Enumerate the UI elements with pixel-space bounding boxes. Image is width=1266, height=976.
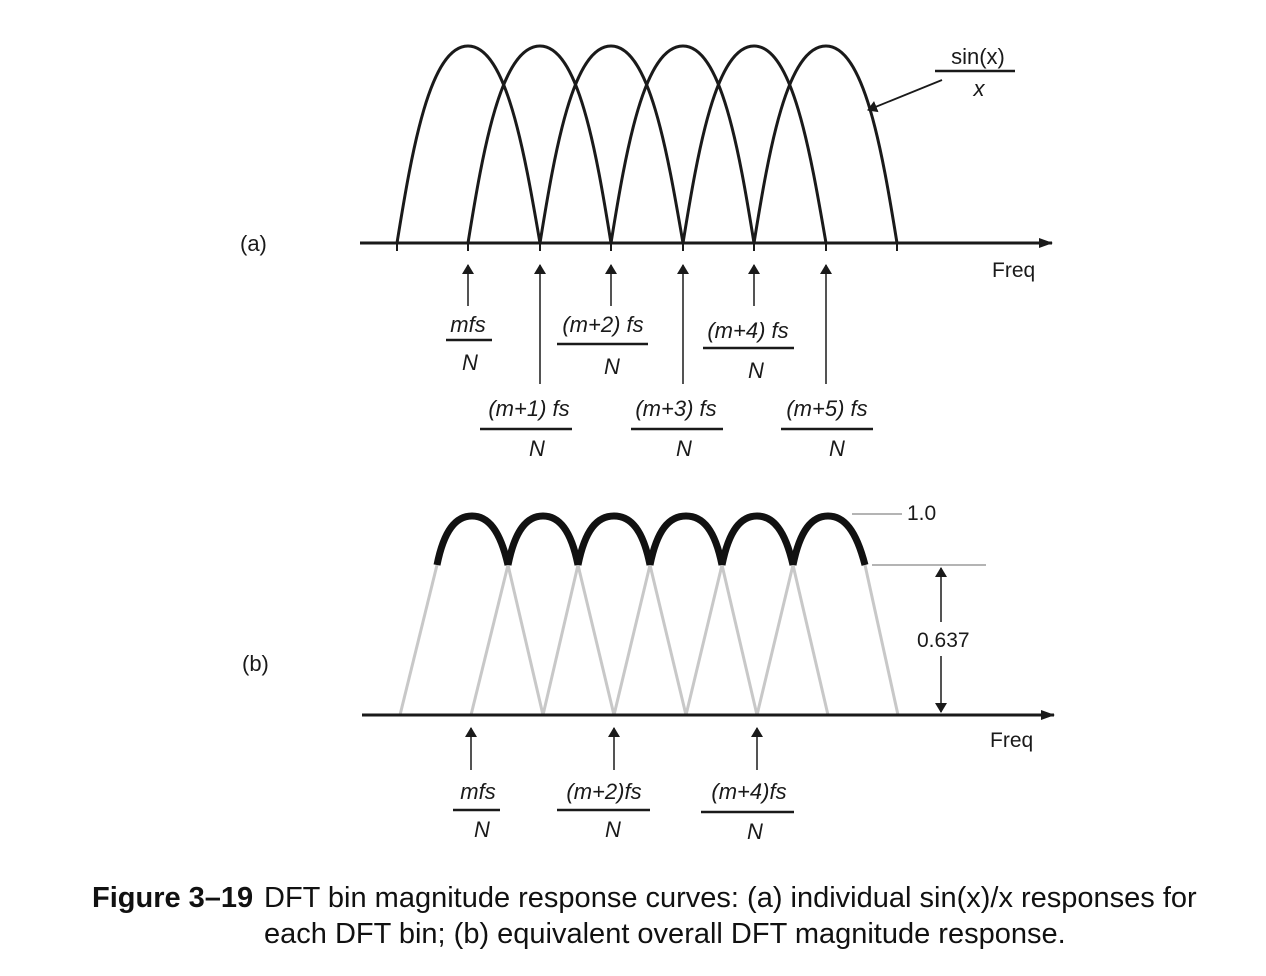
bin-label-num: mfs xyxy=(460,779,495,804)
bin-label-num: (m+2)fs xyxy=(566,779,641,804)
sinc-lobe-2 xyxy=(466,44,613,244)
bin-label-num: (m+4) fs xyxy=(707,318,788,343)
bin-label-den: N xyxy=(748,358,764,383)
panel-a-bin-label-4: (m+4) fs N xyxy=(703,318,794,383)
sinc-lobe-5 xyxy=(681,44,828,244)
bin-label-den: N xyxy=(462,350,478,375)
sinc-label-denominator: x xyxy=(973,76,986,101)
panel-b-label: (b) xyxy=(242,651,269,676)
bin-label-den: N xyxy=(605,817,621,842)
panel-a-ticks xyxy=(396,243,898,251)
panel-a-bin-arrows xyxy=(462,264,832,384)
sinc-lobe-6 xyxy=(752,44,899,244)
panel-b-overall-response xyxy=(433,512,869,566)
bin-label-den: N xyxy=(829,436,845,461)
bin-label-den: N xyxy=(474,817,490,842)
caption-label: Figure 3–19 xyxy=(92,882,254,914)
panel-b-bin-label-0: mfs N xyxy=(453,779,500,842)
panel-b-faint-lobes xyxy=(398,564,900,716)
panel-a-axis-label: Freq xyxy=(992,259,1035,282)
bin-label-den: N xyxy=(676,436,692,461)
bin-label-den: N xyxy=(747,819,763,844)
peak-label: 1.0 xyxy=(907,502,936,525)
sinc-lobe-3 xyxy=(538,44,685,244)
sinc-curve-label: sin(x) x xyxy=(867,44,1015,113)
sinc-pointer-arrow xyxy=(867,79,943,113)
bin-label-num: (m+5) fs xyxy=(786,396,867,421)
panel-b-bin-label-2: (m+4)fs N xyxy=(701,779,794,844)
panel-a-bin-label-1: (m+1) fs N xyxy=(480,396,572,461)
panel-b: (b) Freq 1.0 xyxy=(242,502,1055,844)
figure-canvas: (a) Freq sin(x) x xyxy=(240,44,1055,844)
panel-a-bin-label-0: mfs N xyxy=(446,312,492,375)
sinc-lobe-1 xyxy=(395,44,542,244)
sinc-lobe-4 xyxy=(609,44,756,244)
panel-a: (a) Freq sin(x) x xyxy=(240,44,1053,461)
bin-label-den: N xyxy=(604,354,620,379)
dip-label: 0.637 xyxy=(917,629,970,652)
caption-text: DFT bin magnitude response curves: (a) i… xyxy=(264,882,1197,950)
panel-b-bin-arrows xyxy=(465,727,763,770)
panel-a-label: (a) xyxy=(240,231,267,256)
panel-b-bin-label-1: (m+2)fs N xyxy=(557,779,650,842)
sinc-label-numerator: sin(x) xyxy=(951,44,1005,69)
panel-b-axis-label: Freq xyxy=(990,729,1033,752)
bin-label-num: (m+1) fs xyxy=(488,396,569,421)
bin-label-num: (m+3) fs xyxy=(635,396,716,421)
panel-a-bin-label-3: (m+3) fs N xyxy=(631,396,723,461)
bin-label-num: mfs xyxy=(450,312,485,337)
bin-label-den: N xyxy=(529,436,545,461)
bin-label-num: (m+2) fs xyxy=(562,312,643,337)
panel-a-bin-label-2: (m+2) fs N xyxy=(557,312,648,379)
bin-label-num: (m+4)fs xyxy=(711,779,786,804)
panel-a-bin-label-5: (m+5) fs N xyxy=(781,396,873,461)
